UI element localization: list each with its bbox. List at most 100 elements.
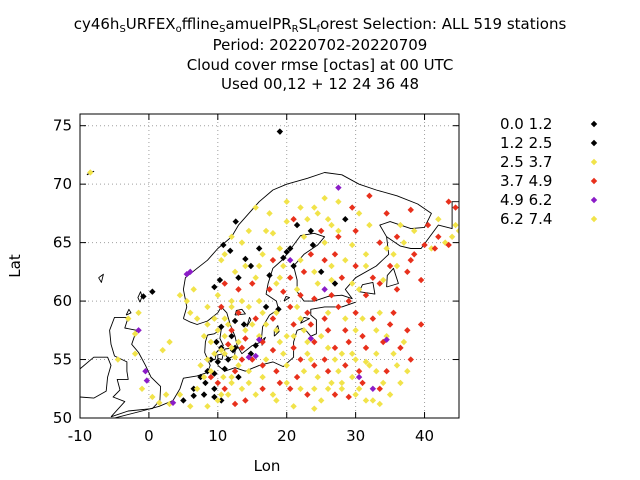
station-point <box>87 169 94 176</box>
station-point <box>342 315 349 322</box>
station-point <box>259 362 266 369</box>
station-point <box>411 251 418 258</box>
station-point <box>247 262 255 270</box>
station-point <box>238 385 246 392</box>
station-point <box>300 268 308 276</box>
station-point <box>221 315 228 322</box>
station-point <box>286 274 294 281</box>
station-point <box>255 262 263 270</box>
station-point <box>345 393 352 401</box>
station-point <box>376 400 383 408</box>
station-point <box>224 321 232 328</box>
station-point <box>200 373 208 381</box>
station-point <box>342 362 349 369</box>
station-point <box>273 397 280 404</box>
station-point <box>390 309 397 316</box>
station-point <box>252 391 259 398</box>
station-point <box>369 397 377 404</box>
station-point <box>297 356 304 363</box>
station-point <box>235 373 242 381</box>
station-point <box>359 332 366 340</box>
station-point <box>190 286 197 293</box>
station-point <box>359 379 366 387</box>
station-point <box>404 368 411 375</box>
station-point <box>345 338 352 346</box>
station-point <box>262 321 270 328</box>
station-point <box>324 344 332 352</box>
station-point <box>269 346 277 354</box>
station-point <box>266 210 273 217</box>
station-point <box>216 276 224 284</box>
station-point <box>231 317 239 325</box>
station-point <box>255 297 263 305</box>
station-point <box>304 338 311 346</box>
station-point <box>214 327 222 334</box>
station-point <box>411 227 418 235</box>
station-point <box>355 373 363 381</box>
station-point <box>362 344 370 352</box>
x-axis-label: Lon <box>254 457 281 475</box>
station-point <box>221 365 228 373</box>
station-point <box>200 391 208 398</box>
coastline <box>125 308 132 316</box>
station-point <box>238 356 246 363</box>
coastline <box>137 291 143 303</box>
station-point <box>276 274 284 281</box>
station-point <box>311 338 318 346</box>
coastline <box>217 353 224 360</box>
station-point <box>276 245 284 252</box>
plot-frame <box>79 113 460 419</box>
station-point <box>328 221 335 229</box>
station-point <box>445 241 452 249</box>
legend-marker <box>590 196 598 204</box>
station-point <box>235 338 242 346</box>
station-point <box>380 276 387 284</box>
station-point <box>352 327 359 334</box>
station-point <box>207 373 215 381</box>
y-tick-label: 65 <box>53 234 72 252</box>
station-point <box>283 332 290 340</box>
station-point <box>362 251 370 258</box>
chart-title-part: ffline <box>181 15 220 33</box>
station-point <box>435 233 442 240</box>
station-point <box>218 303 225 311</box>
station-point <box>390 251 397 258</box>
legend-label: 0.0 1.2 <box>500 115 552 133</box>
station-point <box>176 292 184 299</box>
station-point <box>183 297 191 305</box>
station-point <box>131 330 139 338</box>
station-point <box>221 350 228 357</box>
station-point <box>321 286 328 293</box>
station-point <box>317 332 325 340</box>
station-point <box>404 268 411 276</box>
station-point <box>311 385 318 392</box>
station-point <box>197 362 204 369</box>
station-point <box>362 397 370 404</box>
station-point <box>335 184 342 191</box>
y-tick-label: 70 <box>53 175 72 193</box>
station-point <box>455 227 459 235</box>
station-point <box>407 256 414 264</box>
station-point <box>369 315 377 322</box>
axis-ticks: -10 0 10 20 30 40 50 55 60 65 70 75 <box>53 114 459 445</box>
station-point <box>393 362 401 369</box>
station-point <box>266 286 273 293</box>
station-point <box>338 274 346 281</box>
station-point <box>304 350 311 357</box>
x-tick-label: 0 <box>144 427 154 445</box>
station-point <box>255 336 263 343</box>
station-point <box>352 262 359 270</box>
station-point <box>328 262 335 270</box>
station-point <box>348 350 356 357</box>
legend-marker <box>590 177 598 185</box>
station-point <box>400 338 408 346</box>
station-point <box>242 397 249 404</box>
chart-title-part: R <box>291 24 299 35</box>
station-point <box>218 391 225 398</box>
station-point <box>180 397 187 404</box>
station-point <box>276 128 284 135</box>
station-point <box>331 391 339 398</box>
station-point <box>331 280 339 287</box>
station-point <box>156 399 163 406</box>
station-point <box>193 385 201 392</box>
